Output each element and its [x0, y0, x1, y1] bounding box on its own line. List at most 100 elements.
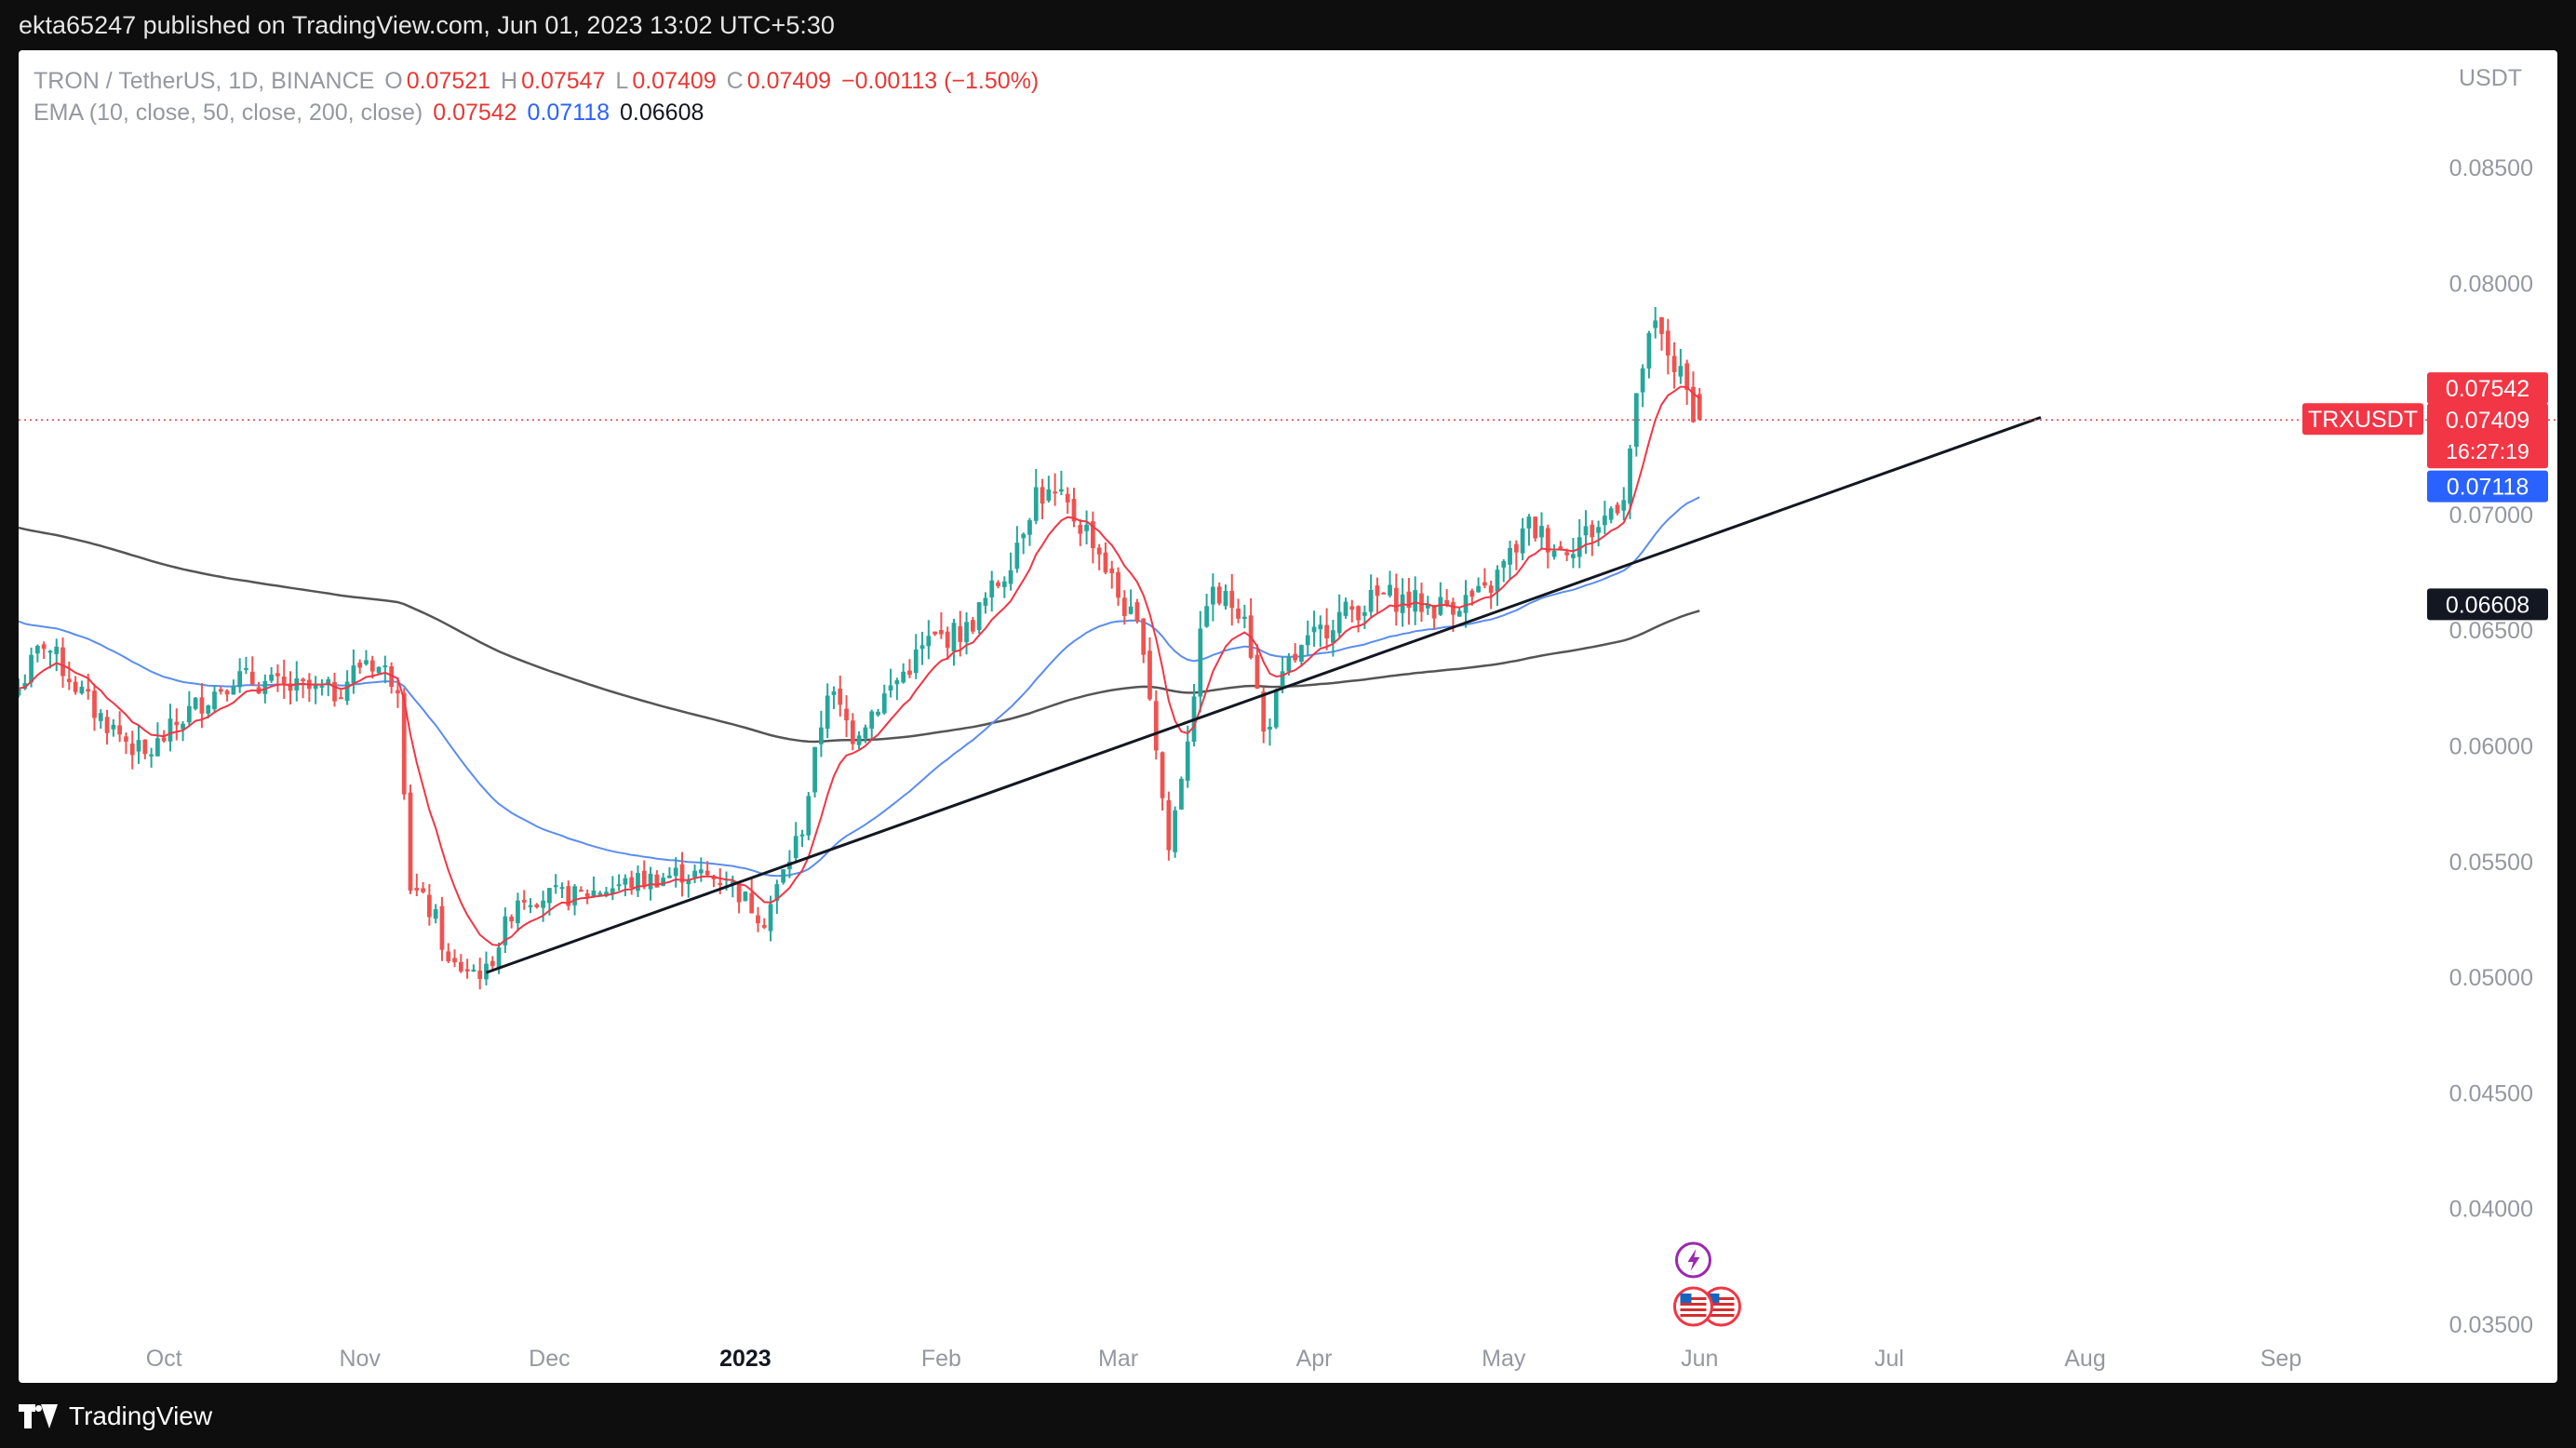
candle — [256, 681, 262, 694]
symbol-name[interactable]: TRON / TetherUS, 1D, BINANCE — [34, 68, 375, 94]
candle-body — [1526, 516, 1532, 529]
candle-body — [673, 867, 678, 877]
candle — [888, 668, 893, 698]
candle — [1603, 501, 1607, 535]
candle — [294, 661, 300, 702]
candle-body — [186, 705, 192, 723]
candle-body — [104, 717, 110, 733]
candle-body — [1551, 551, 1557, 557]
candle — [521, 890, 527, 910]
candle-body — [528, 905, 533, 907]
candle — [1431, 604, 1437, 629]
candle — [951, 619, 957, 666]
us-flag-icon — [1672, 1286, 1713, 1327]
candle — [1065, 487, 1070, 515]
candle-body — [1381, 592, 1387, 595]
candle — [231, 679, 236, 695]
candle — [970, 617, 975, 635]
candle — [351, 649, 356, 694]
tradingview-logo[interactable]: TradingView — [19, 1401, 212, 1431]
candle-body — [1286, 657, 1292, 672]
candle — [439, 896, 445, 961]
candle-body — [1659, 316, 1664, 334]
candle — [1121, 590, 1127, 625]
candle-body — [92, 690, 97, 718]
candle — [1336, 594, 1342, 637]
candle — [19, 678, 21, 698]
candle-body — [326, 679, 331, 685]
time-axis-label: Nov — [339, 1346, 381, 1372]
candle-body — [591, 890, 597, 897]
candle-body — [572, 886, 577, 905]
candle-body — [1375, 585, 1380, 597]
us-flag-icon-canton — [1680, 1294, 1692, 1303]
candle-body — [344, 681, 350, 702]
candle-body — [155, 738, 160, 757]
us-flag-icon-stripe — [1680, 1308, 1707, 1311]
price-chart[interactable]: USDT0.085000.080000.075000.070000.065000… — [19, 50, 2557, 1383]
candle-body — [1431, 605, 1437, 619]
lightning-bolt — [1687, 1249, 1700, 1271]
candle — [1608, 506, 1614, 524]
candle-body — [262, 680, 268, 694]
candle-body — [1008, 570, 1013, 584]
candle — [218, 686, 223, 695]
candle — [369, 655, 375, 679]
ema50-price-tag-bg — [2427, 470, 2548, 503]
candle-body — [1671, 355, 1677, 372]
candle-body — [1356, 606, 1361, 621]
candle — [142, 739, 148, 759]
candle — [396, 677, 400, 708]
candle-body — [1305, 635, 1310, 646]
candle — [1033, 468, 1039, 525]
candle — [332, 672, 337, 707]
candle — [1665, 318, 1670, 375]
candle — [1096, 543, 1102, 570]
candle-body — [1318, 624, 1323, 630]
candle — [1513, 540, 1519, 570]
candle — [249, 656, 255, 687]
candle — [1299, 644, 1304, 666]
candle-body — [679, 864, 685, 883]
last-price-tag — [2427, 403, 2548, 469]
published-header: ekta65247 published on TradingView.com, … — [0, 0, 2576, 50]
candle-body — [1425, 604, 1430, 609]
candle-body — [19, 688, 21, 696]
candle — [1697, 387, 1702, 421]
candle — [825, 683, 830, 739]
candle-body — [1033, 487, 1039, 521]
candle — [698, 857, 704, 882]
candle — [704, 861, 710, 877]
candle-body — [1539, 526, 1544, 538]
candle-body — [446, 951, 451, 961]
ema200-line — [19, 526, 1700, 744]
ema-label[interactable]: EMA (10, close, 50, close, 200, close) — [34, 100, 423, 126]
candle — [389, 662, 395, 694]
price-axis-label: 0.04500 — [2449, 1080, 2533, 1106]
candle — [983, 592, 988, 614]
candle-body — [1173, 810, 1178, 852]
candle-body — [1331, 630, 1335, 643]
candle — [1368, 574, 1374, 617]
chart-area[interactable]: USDT0.085000.080000.075000.070000.065000… — [19, 50, 2557, 1383]
candle — [1324, 608, 1329, 650]
candle-body — [22, 683, 28, 690]
candle-body — [1665, 330, 1670, 355]
candle-body — [1576, 537, 1582, 557]
candle — [1476, 577, 1481, 593]
candle-body — [1053, 491, 1058, 494]
candle — [667, 866, 672, 878]
candle-body — [743, 892, 748, 902]
candle-body — [389, 666, 395, 688]
last-price-value: 0.07409 — [2446, 408, 2529, 434]
candle — [1147, 637, 1152, 702]
candle — [313, 676, 318, 704]
candle-body — [129, 743, 135, 756]
candle-body — [1241, 616, 1247, 620]
candle — [408, 784, 413, 894]
candle — [509, 914, 515, 929]
ema10-price-tag-text: 0.07542 — [2446, 376, 2529, 402]
candle-body — [648, 873, 653, 890]
candle — [1248, 597, 1254, 660]
candle — [989, 570, 995, 612]
